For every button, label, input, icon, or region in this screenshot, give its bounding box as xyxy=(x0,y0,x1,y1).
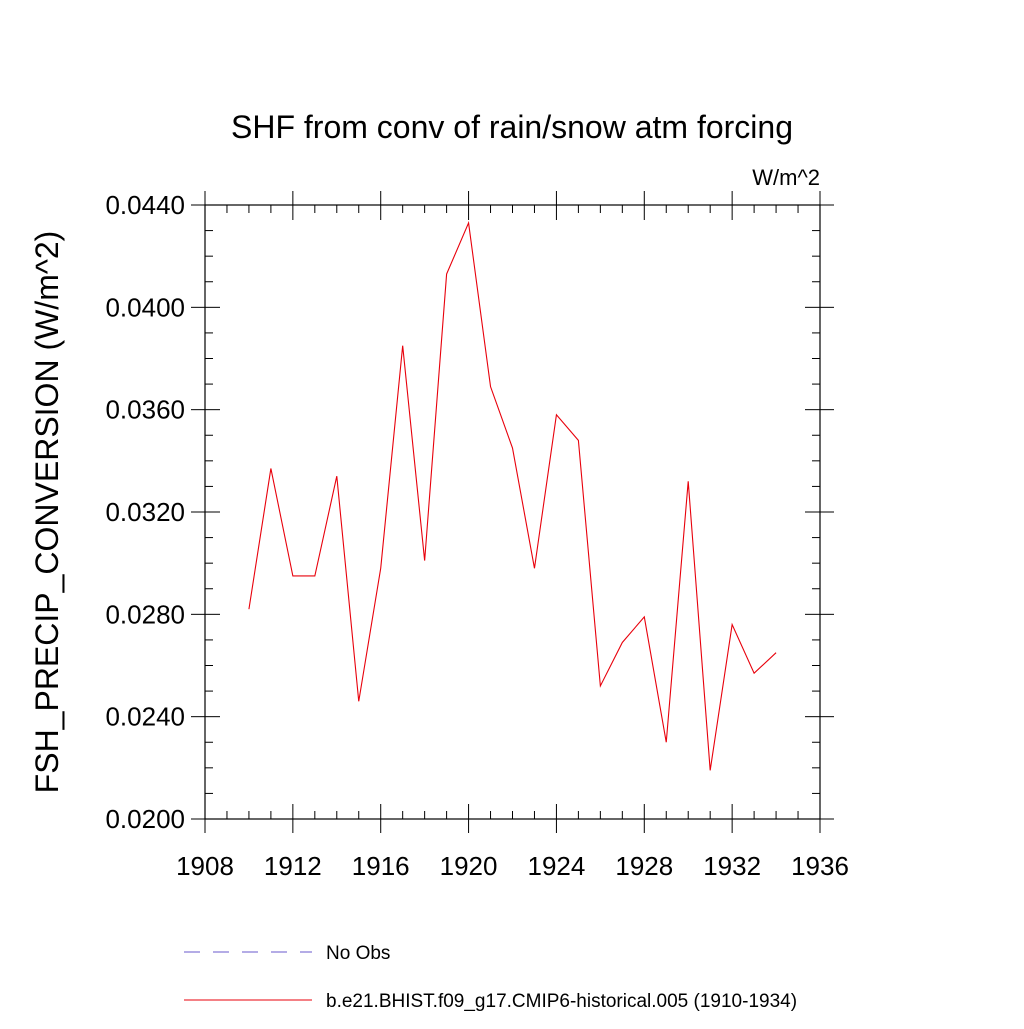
y-axis: 0.0200 0.0240 0.0280 0.0320 0.0360 0.0400 0.04… xyxy=(105,190,834,834)
y-tick-label: 0.0320 xyxy=(105,497,185,527)
y-tick-label: 0.0400 xyxy=(105,292,185,322)
y-tick-label: 0.0360 xyxy=(105,395,185,425)
legend-label: b.e21.BHIST.f09_g17.CMIP6-historical.005… xyxy=(326,991,797,1012)
x-tick-label: 1920 xyxy=(440,851,498,881)
series-group xyxy=(248,220,777,771)
y-axis-label: FSH_PRECIP_CONVERSION (W/m^2) xyxy=(29,231,65,794)
series-line xyxy=(248,220,777,771)
y-tick-label: 0.0280 xyxy=(105,599,185,629)
legend-label: No Obs xyxy=(326,943,390,964)
x-tick-label: 1928 xyxy=(615,851,673,881)
x-tick-label: 1924 xyxy=(528,851,586,881)
chart-title: SHF from conv of rain/snow atm forcing xyxy=(231,109,793,145)
x-tick-label: 1936 xyxy=(791,851,849,881)
y-tick-label: 0.0200 xyxy=(105,804,185,834)
y-tick-label: 0.0240 xyxy=(105,702,185,732)
units-label: W/m^2 xyxy=(752,165,820,190)
x-tick-label: 1932 xyxy=(703,851,761,881)
plot-frame xyxy=(204,204,821,820)
x-tick-label: 1912 xyxy=(264,851,322,881)
x-axis: 1908 1912 1916 1920 1924 1928 1932 1936 xyxy=(176,191,849,881)
x-tick-label: 1916 xyxy=(352,851,410,881)
x-tick-label: 1908 xyxy=(176,851,234,881)
legend: No Obs b.e21.BHIST.f09_g17.CMIP6-historic… xyxy=(184,943,797,1012)
y-tick-label: 0.0440 xyxy=(105,190,185,220)
